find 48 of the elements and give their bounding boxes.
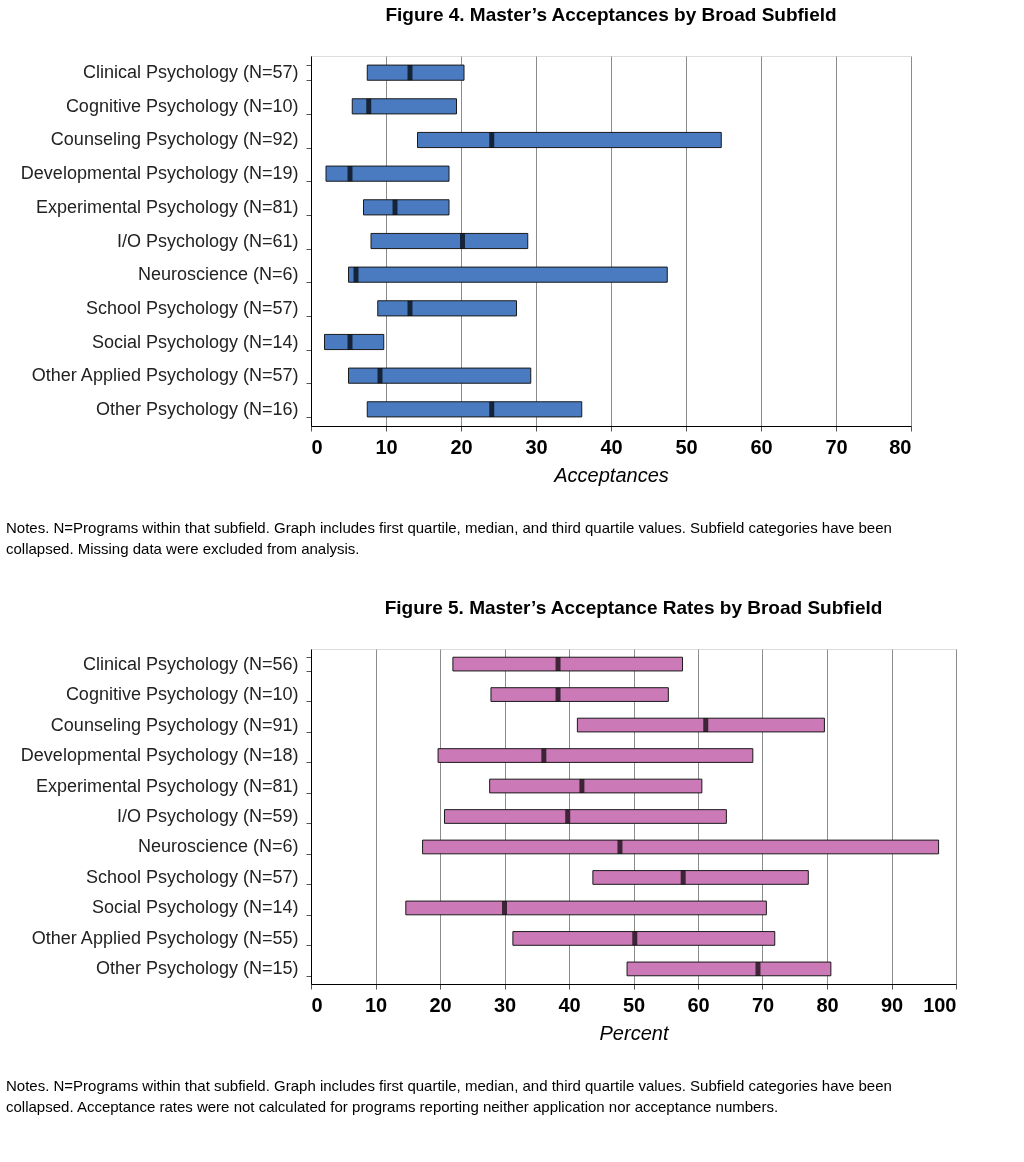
y-tick-label: Cognitive Psychology (N=10) [65, 684, 299, 705]
y-tick-label: I/O Psychology (N=61) [116, 230, 299, 251]
y-tick-label: Neuroscience (N=6) [137, 264, 299, 285]
y-tick-label: Other Psychology (N=15) [95, 958, 299, 979]
x-tick-label: 90 [880, 993, 904, 1016]
x-tick-label: 40 [600, 435, 623, 458]
x-tick-label: 30 [493, 993, 517, 1016]
y-tick-label: School Psychology (N=57) [85, 866, 299, 887]
y-tick-label: Experimental Psychology (N=81) [35, 775, 299, 796]
x-tick-label: 70 [751, 993, 775, 1016]
y-tick-label: I/O Psychology (N=59) [116, 806, 299, 826]
y-tick-label: Cognitive Psychology (N=10) [65, 95, 299, 116]
x-tick-label: 60 [687, 993, 710, 1016]
y-tick-label: Developmental Psychology (N=19) [20, 163, 299, 184]
y-tick-label: Developmental Psychology (N=18) [20, 745, 299, 766]
y-tick-label: Clinical Psychology (N=56) [82, 653, 299, 674]
y-tick-label: Other Applied Psychology (N=55) [31, 927, 299, 948]
y-tick-label: Counseling Psychology (N=92) [50, 129, 299, 150]
chart-title: Figure 4. Master’s Acceptances by Broad Subfield [385, 4, 837, 25]
y-tick-label: Other Psychology (N=16) [95, 398, 299, 419]
x-tick-label: 100 [923, 993, 957, 1016]
x-axis-title: Acceptances [553, 463, 669, 486]
x-tick-label: 70 [825, 435, 848, 458]
y-tick-label: Neuroscience (N=6) [137, 836, 299, 857]
y-tick-label: Counseling Psychology (N=91) [50, 714, 299, 735]
x-tick-label: 60 [750, 435, 773, 458]
x-tick-label: 30 [525, 435, 548, 458]
x-tick-label: 40 [558, 993, 581, 1016]
y-tick-label: Other Applied Psychology (N=57) [31, 365, 299, 386]
text: Notes. N=Programs within that subfield. Graph includes first quartile, median, and third quartile values. Subfield categories have been collapsed. Acceptance rates were not calculated for programs reporting neither application nor acceptance numbers. [6, 1077, 892, 1115]
y-tick-label: Clinical Psychology (N=57) [82, 62, 299, 83]
x-tick-label: 80 [889, 435, 912, 458]
chart-title: Figure 5. Master’s Acceptance Rates by Broad Subfield [384, 597, 883, 618]
y-tick-label: Experimental Psychology (N=81) [35, 196, 299, 217]
y-tick-label: Social Psychology (N=14) [91, 897, 299, 918]
x-axis-title: Percent [599, 1021, 670, 1044]
x-tick-label: 0 [311, 993, 323, 1016]
x-tick-label: 80 [816, 993, 839, 1016]
x-tick-label: 50 [622, 993, 646, 1016]
x-tick-label: 50 [675, 435, 698, 458]
text: Notes. N=Programs within that subfield. Graph includes first quartile, median, and third quartile values. Subfield categories have been collapsed. Missing data were excluded from analysis. [6, 519, 892, 557]
y-tick-label: School Psychology (N=57) [85, 297, 299, 318]
x-tick-label: 20 [450, 435, 473, 458]
x-tick-label: 10 [375, 435, 398, 458]
x-tick-label: 20 [429, 993, 452, 1016]
x-tick-label: 10 [364, 993, 388, 1016]
y-tick-label: Social Psychology (N=14) [91, 331, 299, 352]
x-tick-label: 0 [311, 435, 323, 458]
